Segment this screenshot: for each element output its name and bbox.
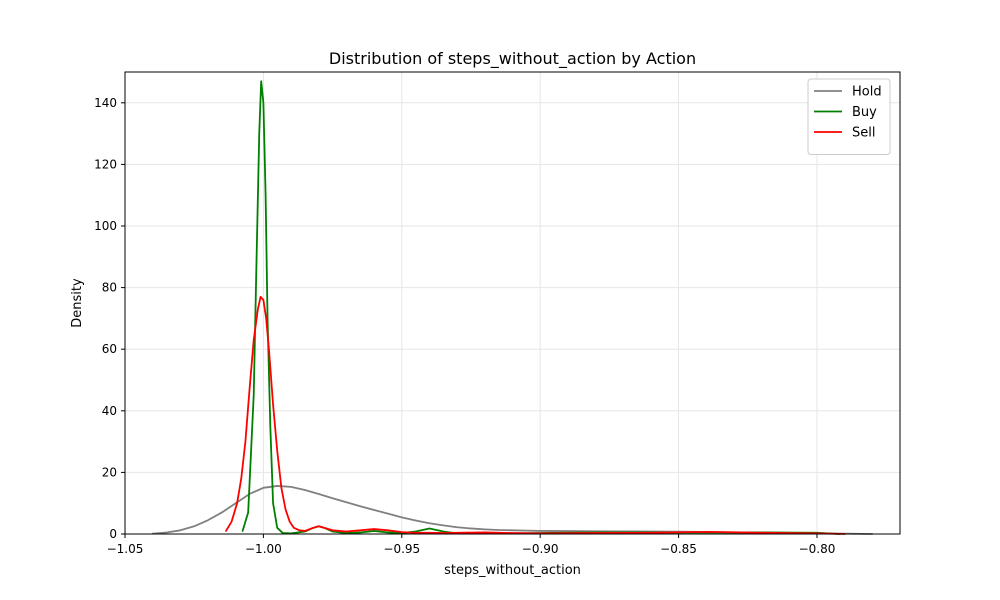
y-tick-label: 80 [102, 281, 117, 295]
y-tick-label: 100 [94, 219, 117, 233]
legend-label-buy: Buy [852, 105, 877, 120]
y-tick-label: 0 [109, 527, 117, 541]
x-axis-label: steps_without_action [444, 563, 581, 578]
x-tick-label: −0.80 [799, 542, 836, 556]
x-axis: −1.05 −1.00 −0.95 −0.90 −0.85 −0.80 [107, 534, 836, 556]
y-axis: 0 20 40 60 80 100 120 140 [94, 96, 125, 541]
grid [124, 72, 900, 535]
x-tick-label: −0.90 [522, 542, 559, 556]
x-tick-label: −1.05 [107, 542, 144, 556]
y-axis-label: Density [70, 278, 85, 328]
x-tick-label: −1.00 [245, 542, 282, 556]
y-tick-label: 60 [102, 342, 117, 356]
legend: Hold Buy Sell [807, 78, 891, 155]
y-tick-label: 20 [102, 465, 117, 479]
x-tick-label: −0.85 [660, 542, 697, 556]
plot-area-frame [124, 71, 901, 535]
y-tick-label: 40 [102, 404, 117, 418]
legend-label-hold: Hold [852, 85, 882, 100]
y-tick-label: 120 [94, 157, 117, 171]
y-tick-label: 140 [94, 96, 117, 110]
series-line-hold [151, 485, 874, 535]
series-layer [151, 80, 874, 535]
x-tick-label: −0.95 [383, 542, 420, 556]
chart-title: Distribution of steps_without_action by … [329, 49, 696, 69]
series-line-sell [225, 295, 846, 535]
legend-label-sell: Sell [852, 126, 875, 141]
series-line-buy [241, 80, 841, 535]
legend-box [807, 78, 891, 155]
